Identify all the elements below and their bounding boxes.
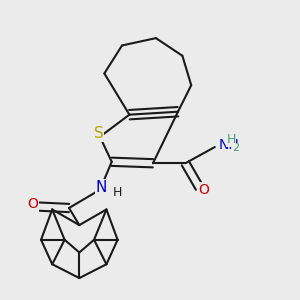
Text: O: O <box>198 183 209 197</box>
Text: NH: NH <box>218 138 239 152</box>
Text: 2: 2 <box>232 143 239 153</box>
Text: O: O <box>27 197 38 211</box>
Text: H: H <box>112 186 122 199</box>
Text: N: N <box>96 180 107 195</box>
Text: S: S <box>94 126 103 141</box>
Text: H: H <box>226 133 236 146</box>
